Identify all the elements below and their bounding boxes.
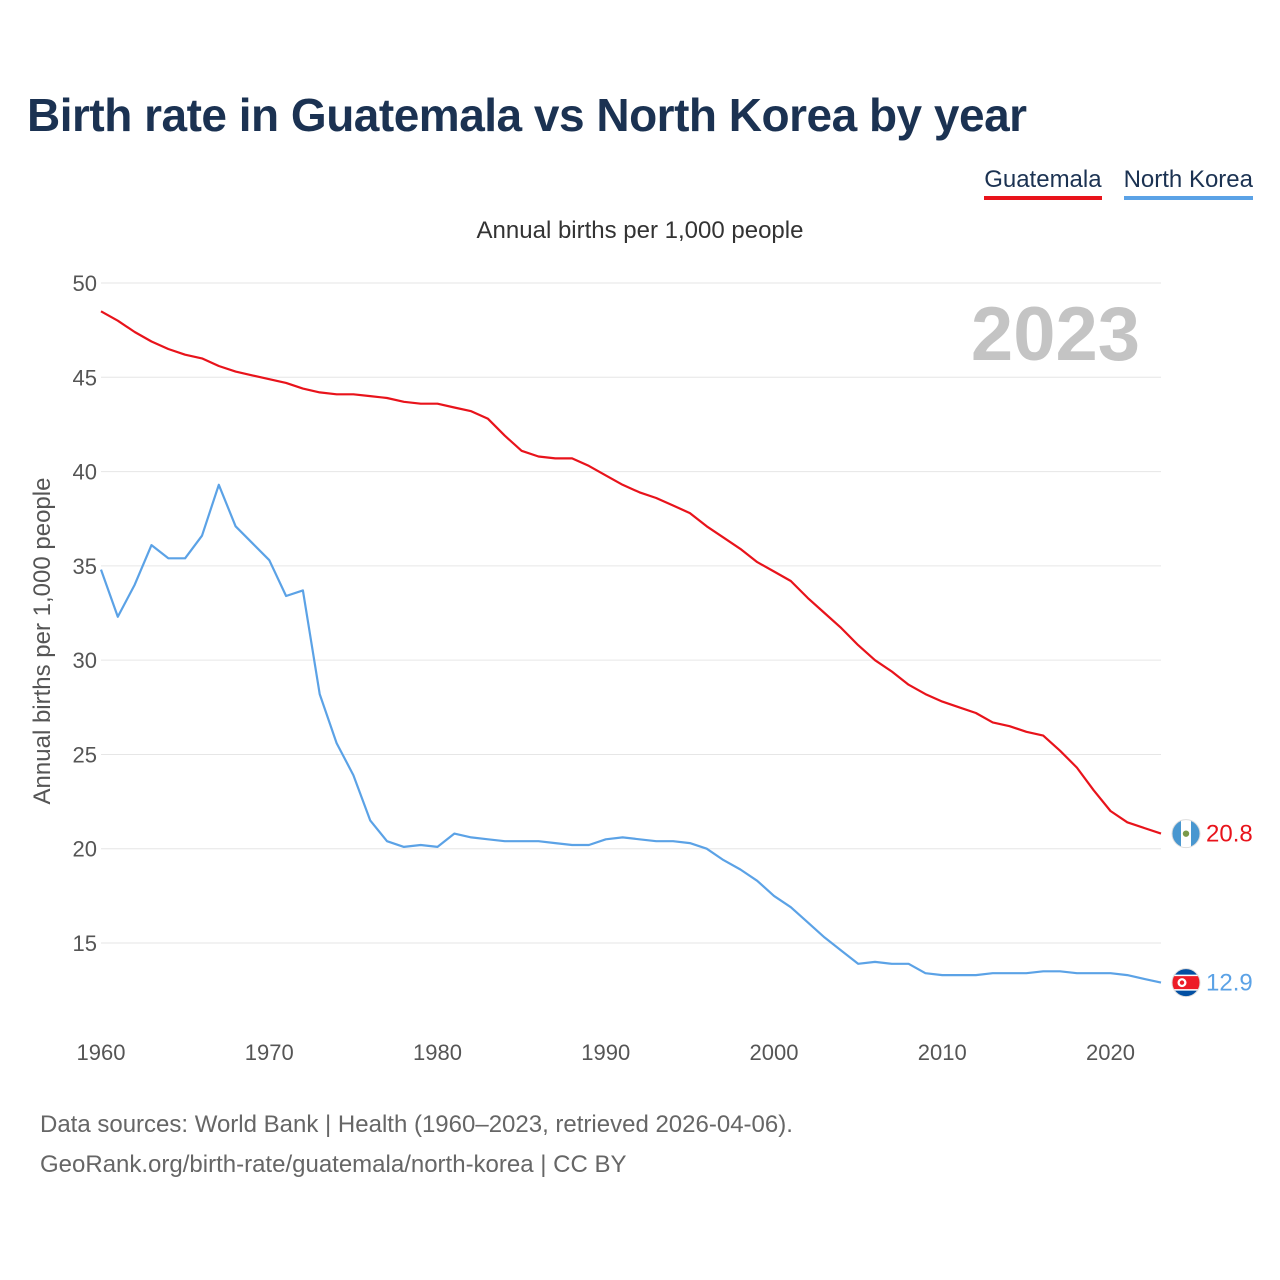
y-tick-35: 35 bbox=[73, 554, 97, 579]
grid-lines bbox=[101, 282, 1161, 944]
x-tick-1970: 1970 bbox=[245, 1040, 294, 1065]
y-tick-40: 40 bbox=[73, 460, 97, 485]
y-axis-ticks: 15 20 25 30 35 40 45 50 bbox=[73, 271, 97, 956]
legend: Guatemala North Korea bbox=[984, 166, 1253, 200]
end-marker-guatemala: 20.8 bbox=[1171, 819, 1253, 849]
x-tick-1980: 1980 bbox=[413, 1040, 462, 1065]
x-axis-ticks: 1960 1970 1980 1990 2000 2010 2020 bbox=[77, 1040, 1135, 1065]
x-tick-2000: 2000 bbox=[750, 1040, 799, 1065]
year-watermark: 2023 bbox=[971, 292, 1140, 377]
series-line-north-korea bbox=[99, 483, 1162, 984]
source-line-2[interactable]: GeoRank.org/birth-rate/guatemala/north-k… bbox=[40, 1151, 627, 1178]
y-tick-25: 25 bbox=[73, 742, 97, 767]
y-tick-45: 45 bbox=[73, 365, 97, 390]
end-marker-north-korea: 12.9 bbox=[1171, 968, 1253, 998]
source-line-1: Data sources: World Bank | Health (1960–… bbox=[40, 1111, 793, 1138]
x-tick-1960: 1960 bbox=[77, 1040, 126, 1065]
end-label-guatemala: 20.8 bbox=[1206, 821, 1253, 848]
guatemala-flag-icon bbox=[1172, 819, 1200, 848]
y-tick-30: 30 bbox=[73, 648, 97, 673]
chart-title: Birth rate in Guatemala vs North Korea b… bbox=[27, 89, 1027, 141]
x-tick-2010: 2010 bbox=[918, 1040, 967, 1065]
series-line-guatemala bbox=[100, 310, 1162, 835]
y-tick-50: 50 bbox=[73, 271, 97, 296]
end-label-north-korea: 12.9 bbox=[1206, 970, 1253, 997]
x-tick-1990: 1990 bbox=[581, 1040, 630, 1065]
chart-subtitle: Annual births per 1,000 people bbox=[476, 217, 804, 244]
north-korea-flag-icon bbox=[1172, 968, 1200, 997]
y-axis-label: Annual births per 1,000 people bbox=[29, 478, 56, 805]
end-markers: 20.8 12.9 bbox=[1171, 819, 1253, 998]
legend-item-north-korea[interactable]: North Korea bbox=[1123, 166, 1253, 200]
y-tick-20: 20 bbox=[73, 837, 97, 862]
y-tick-15: 15 bbox=[73, 931, 97, 956]
source-note: Data sources: World Bank | Health (1960–… bbox=[40, 1105, 793, 1185]
legend-item-guatemala[interactable]: Guatemala bbox=[984, 166, 1102, 200]
series-lines bbox=[99, 310, 1162, 984]
x-tick-2020: 2020 bbox=[1086, 1040, 1135, 1065]
